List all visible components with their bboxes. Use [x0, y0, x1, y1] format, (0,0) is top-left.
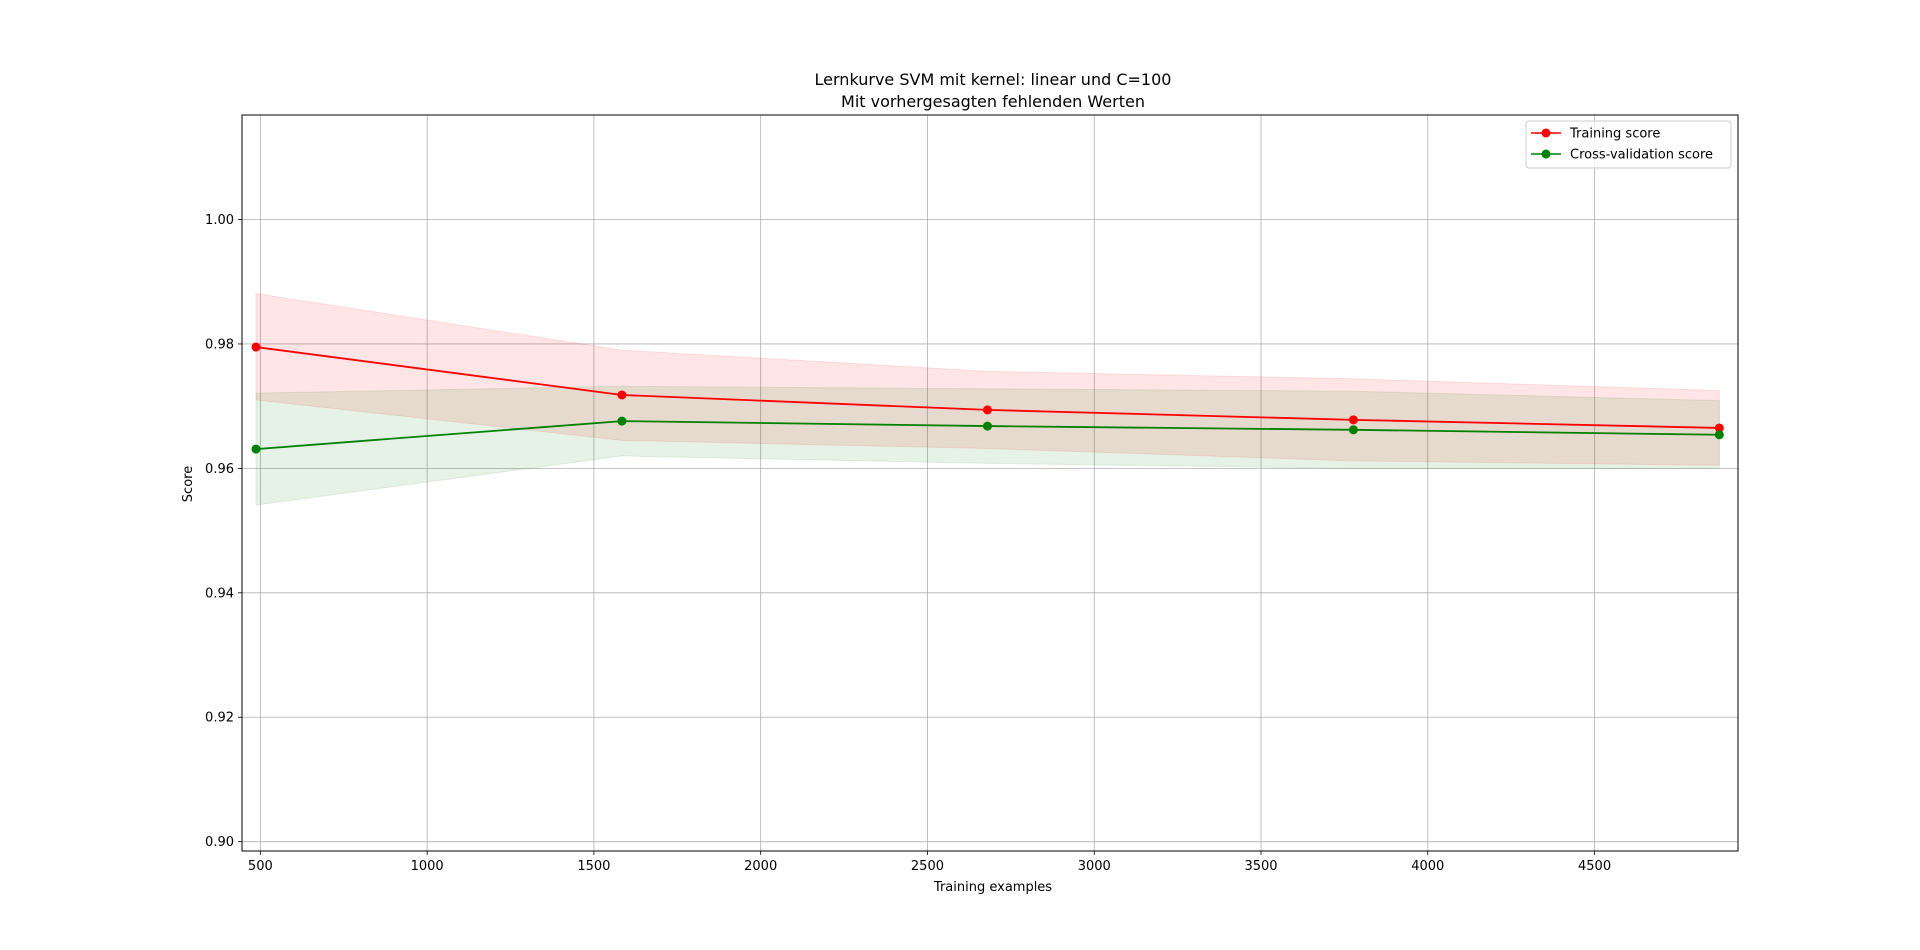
- x-tick-label: 1500: [577, 859, 610, 874]
- legend: Training score Cross-validation score: [1525, 120, 1732, 169]
- x-axis-label: Training examples: [933, 880, 1052, 895]
- y-tick-label: 0.94: [205, 586, 234, 601]
- grid-lines: [242, 115, 1738, 851]
- score-points: [251, 342, 1724, 454]
- y-tick-label: 0.92: [205, 711, 234, 726]
- x-tick-label: 4500: [1578, 859, 1611, 874]
- x-tick-label: 500: [248, 859, 273, 874]
- y-axis-ticks: 0.90 0.92 0.94 0.96 0.98 1.00: [205, 213, 242, 850]
- legend-box: [1525, 120, 1732, 169]
- legend-label-training: Training score: [1569, 127, 1660, 142]
- cv-score-point: [1348, 425, 1358, 435]
- training-score-point: [1348, 415, 1358, 425]
- cv-score-point: [617, 416, 627, 426]
- legend-marker-training: [1541, 128, 1551, 138]
- y-tick-label: 1.00: [205, 213, 234, 228]
- x-tick-label: 2000: [744, 859, 777, 874]
- cv-score-point: [982, 421, 992, 431]
- y-tick-label: 0.90: [205, 835, 234, 850]
- cv-score-point: [1714, 430, 1724, 440]
- legend-label-cv: Cross-validation score: [1570, 148, 1713, 163]
- x-axis-ticks: 500 1000 1500 2000 2500 3000 3500 4000 4500: [248, 851, 1611, 874]
- x-tick-label: 3500: [1244, 859, 1277, 874]
- y-tick-label: 0.96: [205, 462, 234, 477]
- training-score-point: [982, 405, 992, 415]
- x-tick-label: 4000: [1411, 859, 1444, 874]
- training-score-point: [251, 342, 261, 352]
- plot-frame: [241, 114, 1739, 852]
- legend-marker-cv: [1541, 149, 1551, 159]
- y-tick-label: 0.98: [205, 337, 234, 352]
- chart-subtitle: Mit vorhergesagten fehlenden Werten: [841, 92, 1145, 111]
- x-tick-label: 3000: [1078, 859, 1111, 874]
- cv-score-point: [251, 444, 261, 454]
- x-tick-label: 1000: [411, 859, 444, 874]
- training-score-point: [617, 390, 627, 400]
- y-axis-label: Score: [181, 466, 196, 502]
- x-tick-label: 2500: [911, 859, 944, 874]
- chart-title: Lernkurve SVM mit kernel: linear und C=1…: [815, 70, 1172, 89]
- training-score-point: [1714, 423, 1724, 433]
